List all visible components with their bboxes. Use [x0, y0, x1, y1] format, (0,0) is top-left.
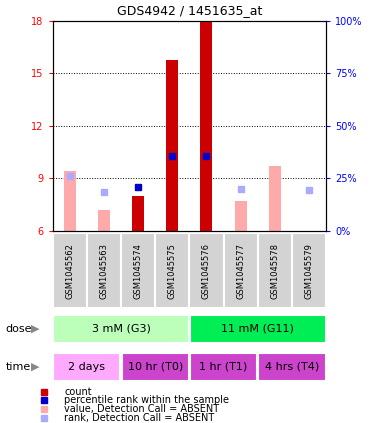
Bar [132, 196, 144, 231]
Text: GSM1045574: GSM1045574 [134, 243, 142, 299]
FancyBboxPatch shape [189, 233, 224, 308]
FancyBboxPatch shape [190, 353, 257, 381]
Text: 11 mM (G11): 11 mM (G11) [221, 324, 294, 334]
Bar [235, 201, 247, 231]
FancyBboxPatch shape [53, 315, 189, 343]
FancyBboxPatch shape [122, 353, 189, 381]
FancyBboxPatch shape [258, 233, 292, 308]
Title: GDS4942 / 1451635_at: GDS4942 / 1451635_at [117, 4, 262, 17]
Text: GSM1045575: GSM1045575 [168, 243, 177, 299]
FancyBboxPatch shape [53, 233, 87, 308]
Text: GSM1045578: GSM1045578 [270, 243, 279, 299]
Text: 2 days: 2 days [68, 362, 105, 372]
FancyBboxPatch shape [121, 233, 155, 308]
Text: GSM1045563: GSM1045563 [99, 243, 108, 299]
FancyBboxPatch shape [224, 233, 258, 308]
Text: percentile rank within the sample: percentile rank within the sample [64, 395, 229, 405]
Text: ▶: ▶ [31, 362, 39, 372]
Bar [64, 171, 76, 231]
FancyBboxPatch shape [258, 353, 326, 381]
Text: 4 hrs (T4): 4 hrs (T4) [265, 362, 319, 372]
FancyBboxPatch shape [292, 233, 326, 308]
FancyBboxPatch shape [53, 353, 120, 381]
Bar [201, 21, 213, 231]
Text: GSM1045562: GSM1045562 [65, 243, 74, 299]
FancyBboxPatch shape [190, 315, 326, 343]
Text: value, Detection Call = ABSENT: value, Detection Call = ABSENT [64, 404, 219, 414]
Bar [166, 60, 178, 231]
Bar [98, 210, 110, 231]
Text: rank, Detection Call = ABSENT: rank, Detection Call = ABSENT [64, 413, 214, 423]
Text: GSM1045577: GSM1045577 [236, 243, 245, 299]
Text: GSM1045579: GSM1045579 [304, 243, 313, 299]
Text: 10 hr (T0): 10 hr (T0) [128, 362, 183, 372]
Text: time: time [6, 362, 31, 372]
Text: 1 hr (T1): 1 hr (T1) [200, 362, 248, 372]
FancyBboxPatch shape [87, 233, 121, 308]
Bar [269, 166, 281, 231]
FancyBboxPatch shape [155, 233, 189, 308]
Text: 3 mM (G3): 3 mM (G3) [92, 324, 150, 334]
Text: dose: dose [6, 324, 32, 334]
Text: count: count [64, 387, 92, 397]
Text: GSM1045576: GSM1045576 [202, 243, 211, 299]
Text: ▶: ▶ [31, 324, 39, 334]
